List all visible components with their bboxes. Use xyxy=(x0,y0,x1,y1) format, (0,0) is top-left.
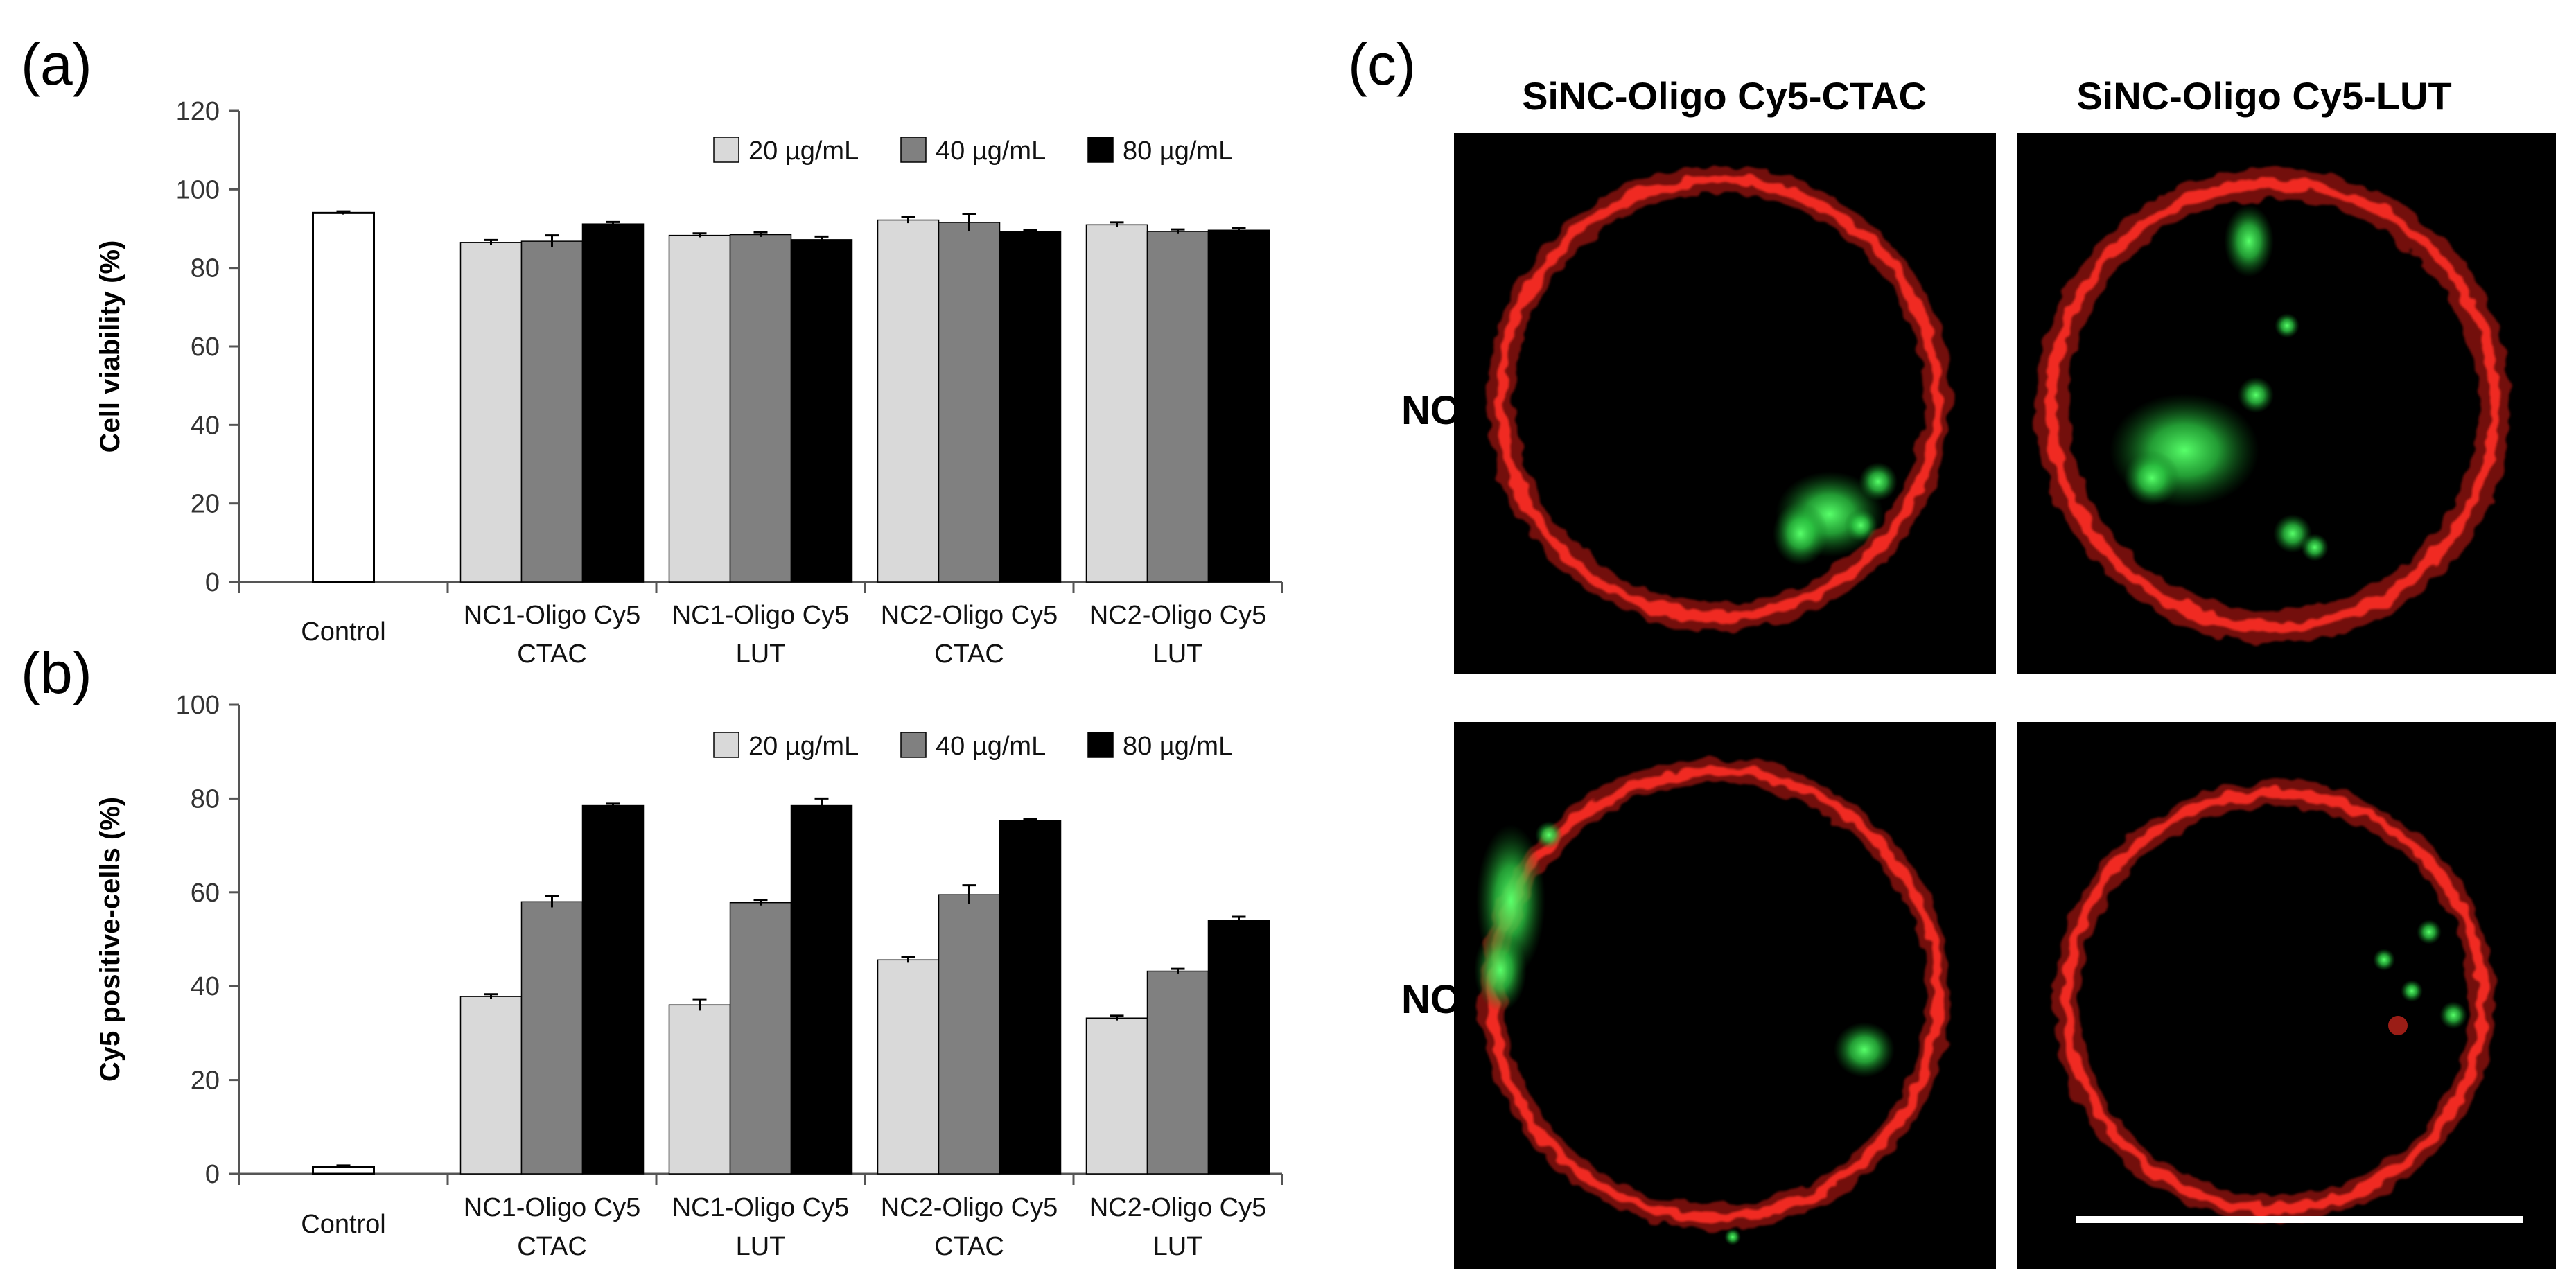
bar-80 xyxy=(1207,920,1270,1175)
bar-20 xyxy=(877,219,940,583)
panel-label-a: (a) xyxy=(21,32,92,97)
category-label: CTAC xyxy=(934,640,1004,669)
bar-80 xyxy=(581,223,645,583)
bar-20 xyxy=(877,959,940,1175)
legend-swatch xyxy=(713,137,739,163)
bar-20 xyxy=(668,1004,731,1175)
micrograph-panel: SiNC-Oligo Cy5-CTAC SiNC-Oligo Cy5-LUT N… xyxy=(1401,74,2556,1269)
bar-80 xyxy=(790,804,853,1175)
bar-20 xyxy=(459,996,523,1175)
category-label: CTAC xyxy=(517,1232,587,1261)
legend-label: 40 µg/mL xyxy=(936,732,1046,761)
legend-label: 20 µg/mL xyxy=(748,137,859,166)
micrograph-nc1-lut xyxy=(2017,133,2556,674)
y-tick-label: 100 xyxy=(176,691,220,720)
category-label: NC2-Oligo Cy5 xyxy=(1089,601,1267,630)
bar-40 xyxy=(729,234,792,583)
legend-label: 20 µg/mL xyxy=(748,732,859,761)
y-tick-label: 0 xyxy=(205,568,220,597)
bar-20 xyxy=(1085,1017,1148,1175)
bar-20 xyxy=(1085,224,1148,583)
chart-cell-viability: 0 20 40 60 80 100 120 Cell viability (%) Control… xyxy=(95,97,1283,669)
category-label: LUT xyxy=(1153,640,1203,669)
legend-swatch xyxy=(713,732,739,758)
legend-swatch xyxy=(900,137,927,163)
legend-swatch xyxy=(900,732,927,758)
legend-label: 80 µg/mL xyxy=(1123,137,1233,166)
y-tick-label: 60 xyxy=(191,879,220,908)
category-label: LUT xyxy=(736,1232,786,1261)
category-label: NC1-Oligo Cy5 xyxy=(672,601,850,630)
column-header-ctac: SiNC-Oligo Cy5-CTAC xyxy=(1522,74,1927,118)
column-header-lut: SiNC-Oligo Cy5-LUT xyxy=(2076,74,2451,118)
bar-control xyxy=(312,211,375,583)
category-label: LUT xyxy=(1153,1232,1203,1261)
panel-label-c: (c) xyxy=(1348,32,1416,97)
category-label: NC2-Oligo Cy5 xyxy=(881,1193,1058,1222)
micrograph-nc1-ctac xyxy=(1454,133,1996,674)
bar-40 xyxy=(1146,970,1209,1175)
category-label: LUT xyxy=(736,640,786,669)
y-axis-label: Cy5 positive-cells (%) xyxy=(95,797,125,1082)
bar-40 xyxy=(1146,231,1209,583)
y-tick-label: 80 xyxy=(191,784,220,814)
y-tick-label: 120 xyxy=(176,97,220,126)
category-label: NC1-Oligo Cy5 xyxy=(464,1193,641,1222)
bar-80 xyxy=(999,231,1062,583)
legend-swatch xyxy=(1087,137,1114,163)
category-label: NC2-Oligo Cy5 xyxy=(1089,1193,1267,1222)
y-axis-label: Cell viability (%) xyxy=(95,240,125,453)
y-tick-label: 0 xyxy=(205,1160,220,1189)
legend-swatch xyxy=(1087,732,1114,758)
bar-20 xyxy=(668,234,731,583)
category-label: Control xyxy=(301,617,386,647)
bar-80 xyxy=(790,239,853,583)
category-label: NC1-Oligo Cy5 xyxy=(672,1193,850,1222)
bar-80 xyxy=(581,804,645,1175)
bar-40 xyxy=(938,222,1001,583)
category-label: CTAC xyxy=(934,1232,1004,1261)
y-tick-label: 40 xyxy=(191,411,220,440)
y-tick-label: 20 xyxy=(191,1066,220,1096)
y-tick-label: 80 xyxy=(191,254,220,283)
legend-label: 80 µg/mL xyxy=(1123,732,1233,761)
micrograph-nc2-lut xyxy=(2017,722,2556,1269)
category-label: NC2-Oligo Cy5 xyxy=(881,601,1058,630)
chart-cy5-positive-cells: 0 20 40 60 80 100 Cy5 positive-cells (%) Contro… xyxy=(95,691,1283,1261)
category-label: Control xyxy=(301,1210,386,1239)
bar-80 xyxy=(1207,229,1270,583)
bar-40 xyxy=(938,894,1001,1175)
y-tick-label: 60 xyxy=(191,333,220,362)
y-tick-label: 20 xyxy=(191,490,220,519)
micrograph-nc2-ctac xyxy=(1454,722,1996,1269)
bar-80 xyxy=(999,820,1062,1175)
category-label: CTAC xyxy=(517,640,587,669)
y-tick-label: 100 xyxy=(176,175,220,204)
bar-20 xyxy=(459,242,523,583)
bar-40 xyxy=(520,240,584,583)
bar-40 xyxy=(729,902,792,1175)
bar-40 xyxy=(520,901,584,1175)
legend-label: 40 µg/mL xyxy=(936,137,1046,166)
panel-label-b: (b) xyxy=(21,640,92,705)
y-tick-label: 40 xyxy=(191,972,220,1001)
category-label: NC1-Oligo Cy5 xyxy=(464,601,641,630)
